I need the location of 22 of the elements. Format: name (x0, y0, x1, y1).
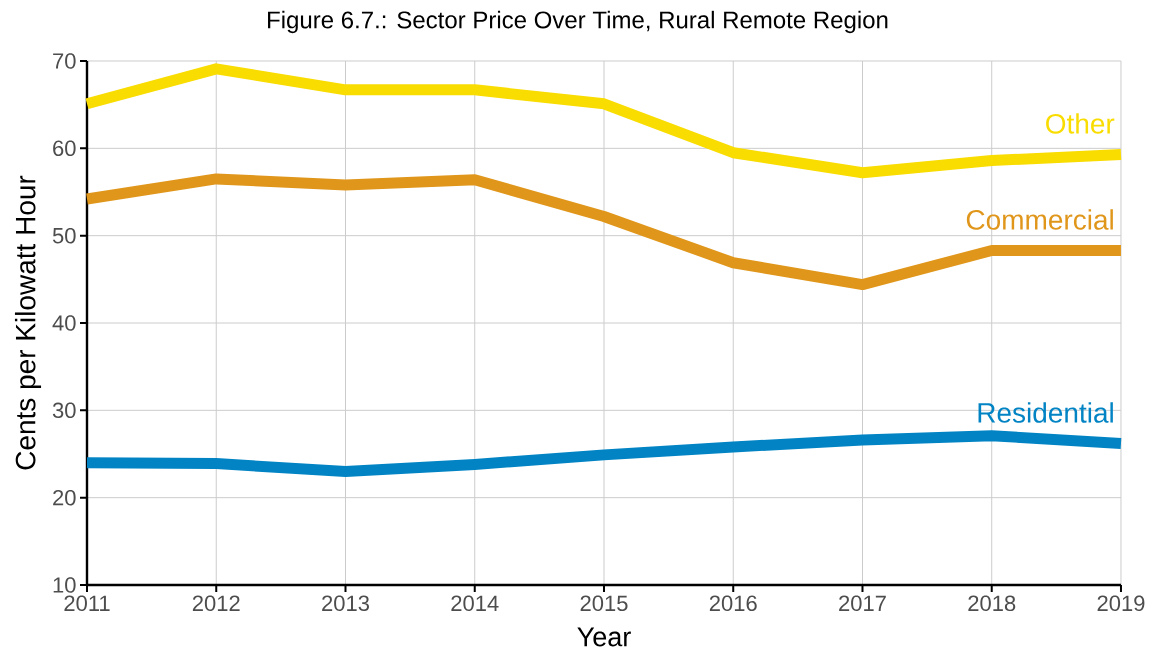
x-tick-label: 2017 (839, 595, 886, 612)
x-axis-title: Year (577, 627, 631, 647)
x-tick-label: 2019 (1097, 595, 1145, 612)
x-tick-label: 2014 (451, 595, 499, 612)
chart-title: Figure 6.7.: Sector Price Over Time, Rural Remote Region (268, 10, 888, 34)
y-axis-title: Cents per Kilowatt Hour (14, 175, 42, 470)
x-tick-label: 2011 (64, 595, 110, 612)
y-tick-label: 30 (52, 402, 76, 419)
series-label: Commercial (966, 209, 1113, 230)
y-tick-label: 60 (53, 140, 76, 157)
x-tick-label: 2013 (322, 595, 369, 612)
series-label: Residential (978, 402, 1113, 423)
y-tick-label: 10 (53, 577, 76, 593)
y-tick-label: 20 (53, 489, 76, 506)
x-tick-label: 2012 (192, 595, 240, 612)
x-tick-label: 2016 (709, 595, 757, 612)
y-tick-label: 40 (52, 315, 76, 331)
series-label: Other (1046, 113, 1115, 134)
y-tick-label: 50 (52, 227, 76, 244)
y-tick-label: 70 (53, 53, 76, 69)
x-tick-label: 2015 (580, 595, 628, 612)
x-tick-label: 2018 (968, 595, 1016, 612)
